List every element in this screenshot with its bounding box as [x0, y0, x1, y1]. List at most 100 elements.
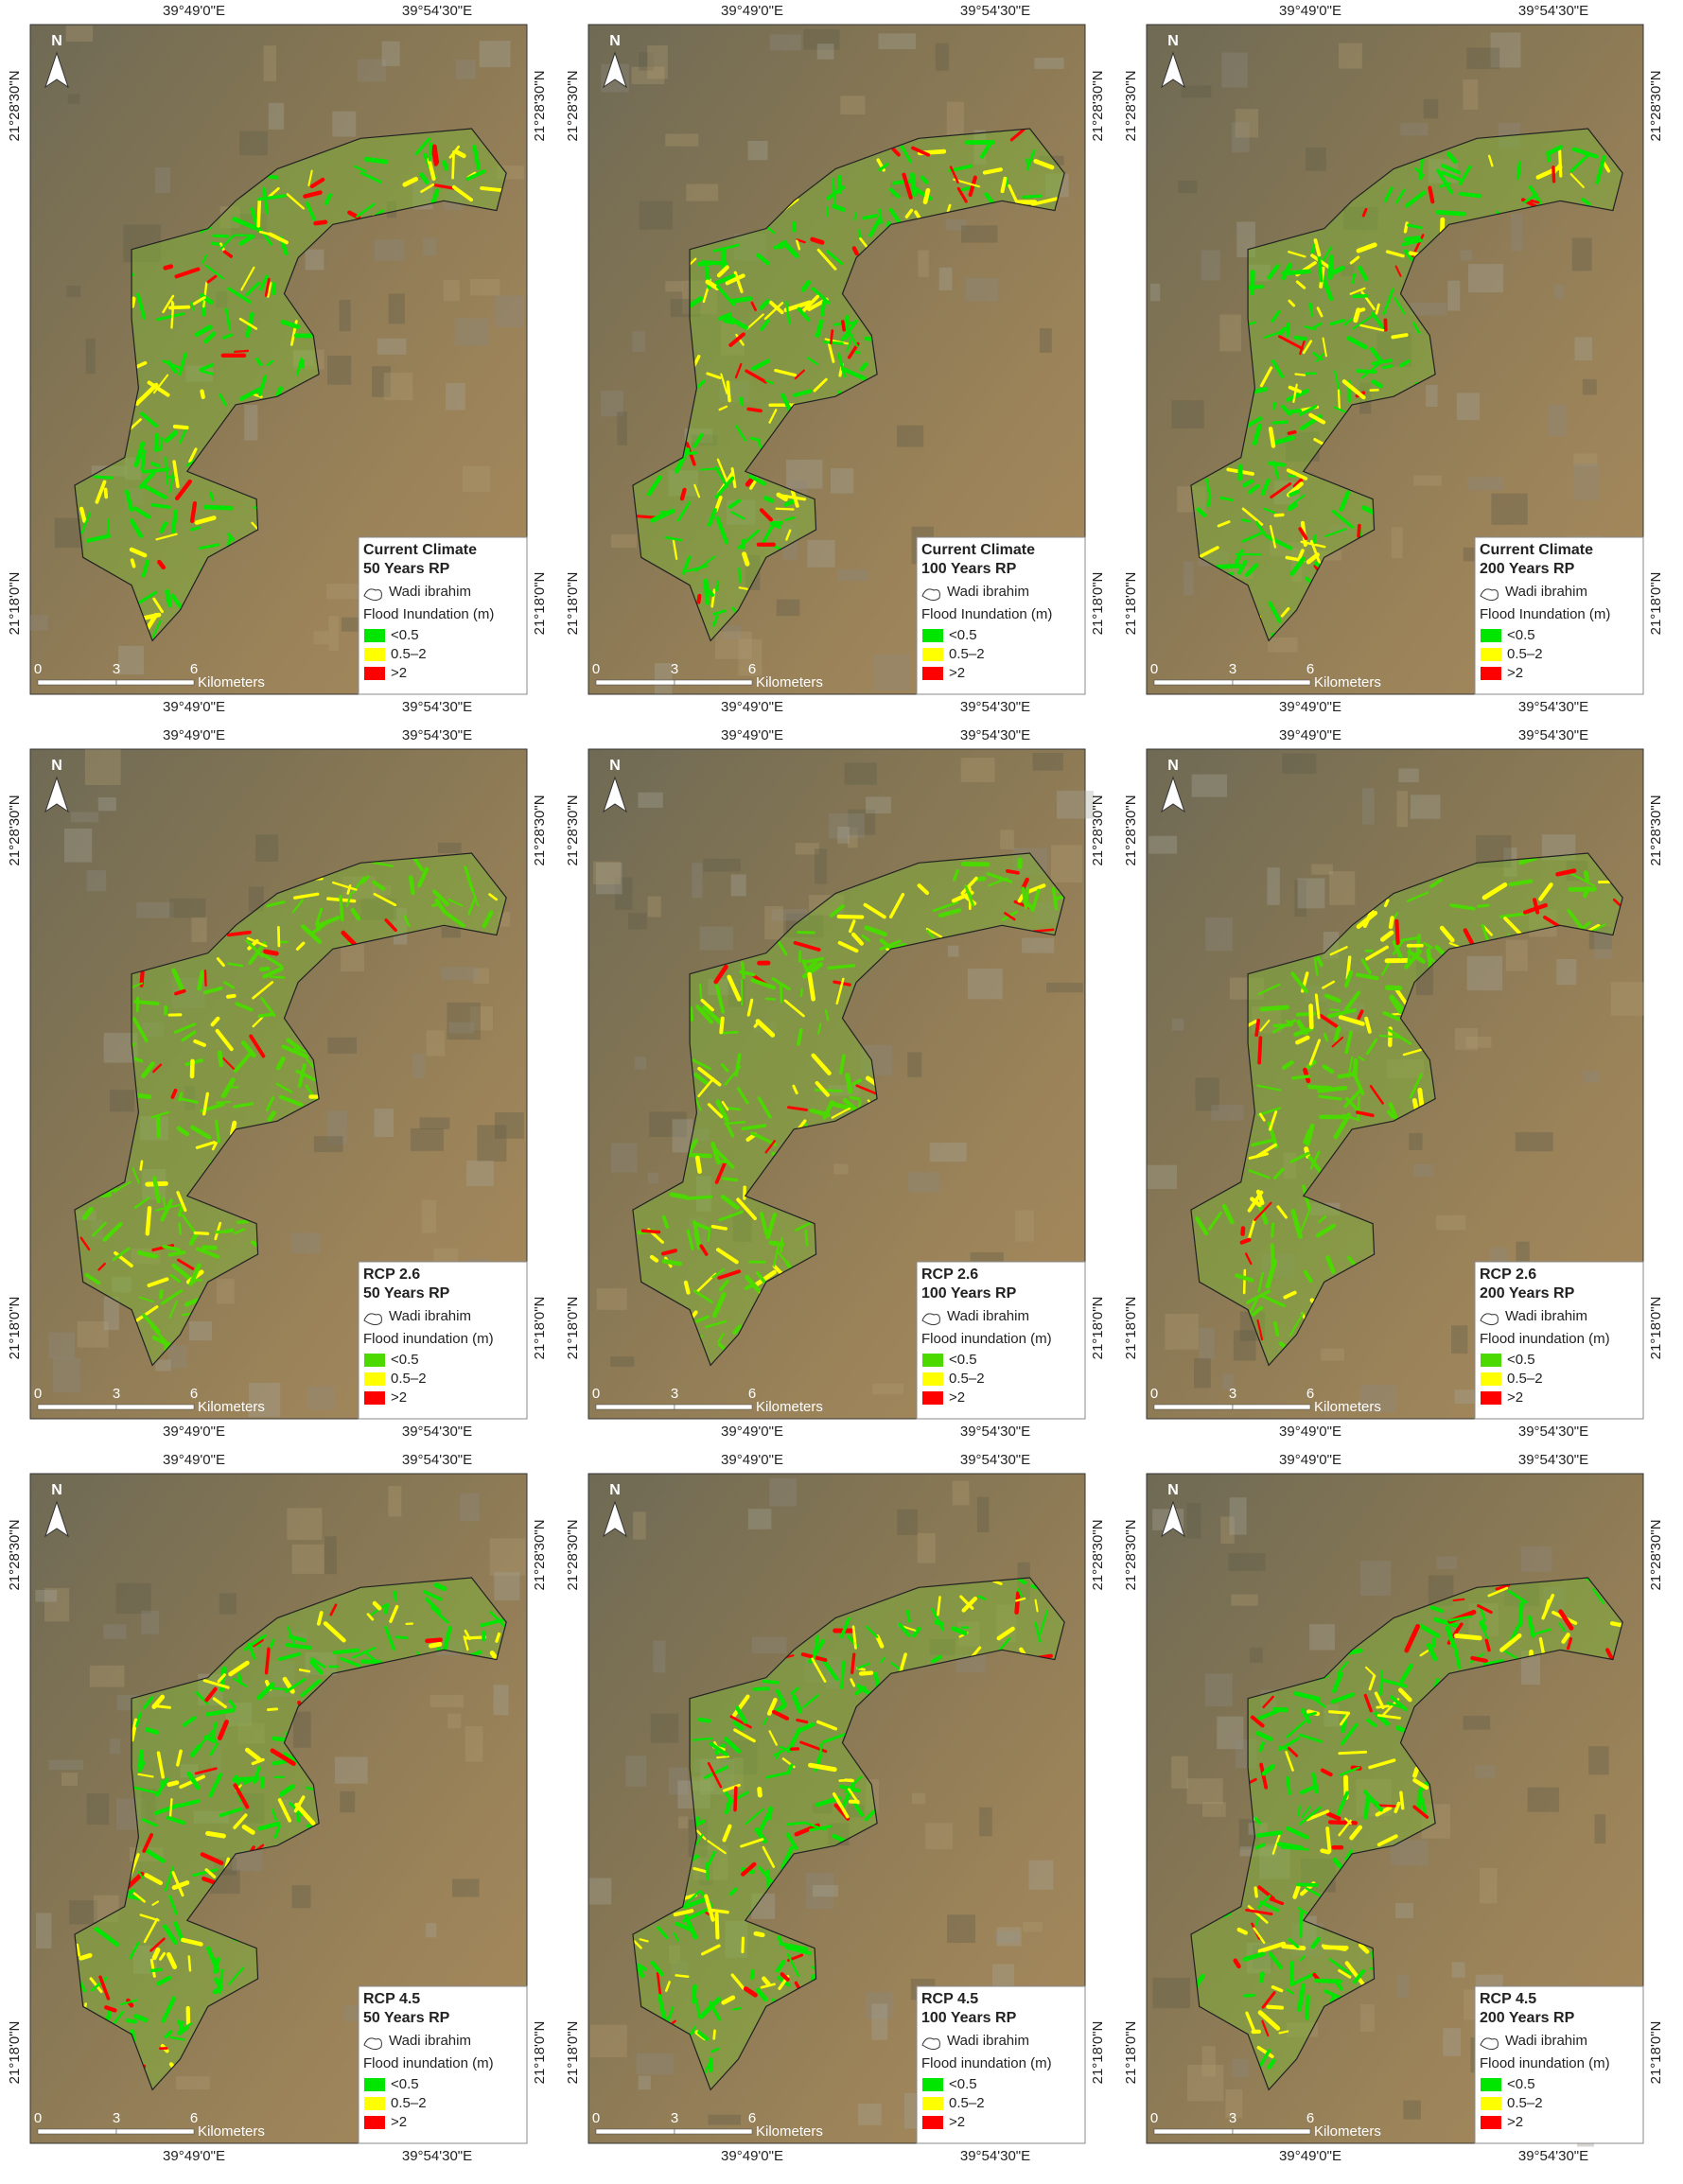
terrain-texture	[1178, 181, 1197, 193]
flood-streak	[1393, 335, 1406, 337]
legend-swatch	[1481, 1354, 1501, 1367]
legend-label: 0.5–2	[1507, 646, 1543, 662]
latitude-label: 21°18'0"N	[7, 1297, 23, 1360]
latitude-label: 21°18'0"N	[565, 1297, 581, 1360]
terrain-texture	[1171, 1756, 1188, 1789]
scale-label: Kilometers	[198, 674, 265, 690]
legend-label: >2	[391, 2114, 407, 2130]
flood-streak	[268, 1709, 276, 1710]
flood-streak	[227, 1087, 237, 1088]
latitude-label: 21°18'0"N	[1090, 572, 1106, 636]
flood-streak	[765, 498, 772, 501]
terrain-texture	[136, 902, 174, 918]
longitude-label: 39°54'30"E	[402, 727, 472, 743]
terrain-texture	[1554, 285, 1564, 298]
terrain-texture	[455, 318, 489, 345]
flood-streak	[433, 903, 440, 905]
legend-swatch	[922, 2097, 943, 2110]
terrain-texture	[48, 1332, 75, 1358]
flood-streak	[1288, 1777, 1289, 1793]
north-label: N	[51, 33, 62, 49]
legend-scenario: RCP 4.5	[363, 1991, 420, 2007]
flood-streak	[859, 231, 860, 237]
terrain-texture	[291, 1232, 320, 1253]
terrain-texture	[314, 1136, 343, 1152]
flood-streak	[297, 1811, 299, 1821]
legend-swatch	[1481, 2097, 1501, 2110]
flood-streak	[717, 582, 718, 590]
flood-streak	[1239, 1930, 1246, 1932]
map-panel: 39°49'0"E39°49'0"E39°54'30"E39°54'30"E21…	[7, 727, 548, 1440]
terrain-texture	[1023, 1922, 1043, 1931]
latitude-label: 21°28'30"N	[565, 1519, 581, 1590]
flood-streak	[396, 1637, 406, 1638]
terrain-texture	[438, 843, 462, 853]
flood-streak	[771, 1243, 782, 1245]
scale-bar	[675, 1405, 752, 1409]
terrain-texture	[110, 1090, 134, 1111]
legend-return-period: 100 Years RP	[921, 561, 1017, 577]
flood-streak	[1307, 1997, 1308, 2018]
legend-swatch	[922, 2078, 943, 2091]
flood-streak	[234, 1779, 257, 1780]
flood-streak	[1429, 188, 1432, 202]
flood-streak	[712, 1227, 726, 1229]
latitude-label: 21°28'30"N	[532, 1519, 548, 1590]
scale-label: 6	[190, 1386, 198, 1402]
terrain-texture	[496, 296, 524, 327]
flood-streak	[1269, 2007, 1282, 2008]
terrain-texture	[292, 1885, 311, 1908]
scale-label: 3	[1229, 1386, 1236, 1402]
terrain-texture	[1192, 775, 1227, 797]
longitude-label: 39°54'30"E	[1518, 3, 1588, 19]
flood-streak	[1262, 1007, 1288, 1009]
longitude-label: 39°49'0"E	[1279, 1452, 1341, 1468]
flood-streak	[274, 1761, 286, 1763]
terrain-texture	[90, 1666, 125, 1687]
scale-label: 6	[1306, 661, 1314, 677]
flood-streak	[664, 1261, 680, 1264]
legend-label: <0.5	[391, 1352, 419, 1368]
legend-boundary: Wadi ibrahim	[389, 584, 471, 600]
flood-streak	[777, 509, 794, 510]
flood-streak	[1358, 371, 1375, 372]
latitude-label: 21°28'30"N	[1090, 795, 1106, 865]
latitude-label: 21°28'30"N	[565, 795, 581, 865]
terrain-texture	[444, 280, 460, 301]
scale-label: Kilometers	[756, 2123, 823, 2140]
terrain-texture	[651, 1714, 678, 1743]
legend-scenario: RCP 4.5	[921, 1991, 978, 2007]
legend-title: Flood Inundation (m)	[363, 606, 494, 622]
flood-streak	[798, 1721, 807, 1722]
flood-streak	[180, 1093, 182, 1100]
legend-swatch	[1481, 1391, 1501, 1405]
flood-streak	[147, 1729, 157, 1732]
flood-streak	[700, 985, 701, 998]
legend-return-period: 50 Years RP	[363, 1285, 450, 1302]
legend-scenario: RCP 4.5	[1480, 1991, 1536, 2007]
map-panel: 39°49'0"E39°49'0"E39°54'30"E39°54'30"E21…	[565, 1452, 1106, 2164]
terrain-texture	[1150, 284, 1160, 302]
terrain-texture	[427, 1030, 445, 1056]
terrain-texture	[640, 201, 673, 230]
terrain-texture	[219, 1593, 237, 1614]
flood-streak	[1024, 196, 1041, 197]
scale-bar	[116, 2129, 194, 2134]
flood-streak	[1274, 403, 1275, 409]
latitude-label: 21°18'0"N	[565, 2021, 581, 2085]
terrain-texture	[1480, 1868, 1498, 1903]
flood-streak	[1327, 1828, 1329, 1851]
terrain-texture	[858, 2104, 882, 2125]
latitude-label: 21°28'30"N	[1123, 70, 1139, 141]
flood-streak	[1323, 1851, 1329, 1853]
terrain-texture	[169, 899, 205, 917]
latitude-label: 21°28'30"N	[1123, 1519, 1139, 1590]
flood-streak	[1479, 905, 1488, 906]
longitude-label: 39°54'30"E	[1518, 1424, 1588, 1440]
flood-streak	[1340, 1752, 1366, 1753]
scale-bar	[1233, 680, 1310, 685]
terrain-texture	[340, 1791, 355, 1812]
latitude-label: 21°28'30"N	[532, 70, 548, 141]
legend-title: Flood inundation (m)	[363, 2055, 494, 2071]
